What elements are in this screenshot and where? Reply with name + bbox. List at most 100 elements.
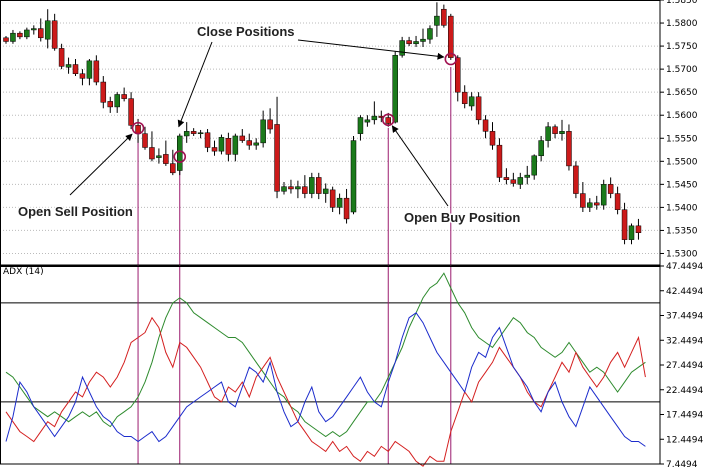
bull-candle	[218, 137, 225, 152]
position-marker-circle	[173, 150, 187, 163]
bull-candle	[427, 28, 433, 40]
bull-candle	[538, 140, 544, 157]
bear-candle	[635, 225, 642, 233]
bull-candle	[114, 94, 120, 108]
adx-tick-label: 27.4494	[666, 361, 703, 371]
bear-candle	[51, 20, 58, 49]
bear-candle	[448, 15, 454, 58]
adx-tick-label: 47.4494	[666, 262, 703, 272]
adx-tick-label: 42.4494	[666, 287, 703, 297]
bear-candle	[246, 140, 252, 146]
bull-candle	[253, 142, 259, 146]
price-panel-frame	[0, 0, 661, 266]
bear-candle	[566, 131, 572, 167]
y-axis-labels: 1.5300 1.5350 1.5400 1.5450 1.5500 1.5550 1.56…	[660, 0, 703, 467]
bear-candle	[489, 131, 496, 146]
bear-candle	[503, 177, 510, 180]
adx-series-line-1	[5, 316, 646, 467]
bear-candle	[17, 32, 23, 38]
price-tick-label: 1.5350	[666, 226, 698, 236]
bear-candle	[461, 91, 468, 104]
price-tick-label: 1.5700	[666, 65, 698, 75]
price-tick-label: 1.5500	[666, 157, 698, 167]
bull-candle	[364, 119, 371, 123]
bear-candle	[149, 147, 155, 160]
bull-candle	[399, 40, 405, 56]
bull-candle	[183, 131, 190, 137]
bear-candle	[607, 184, 614, 194]
bull-candle	[10, 32, 16, 42]
bull-candle	[531, 155, 537, 176]
bear-candle	[135, 125, 141, 134]
price-tick-label: 1.5750	[666, 42, 698, 52]
annotation-open-buy: Open Buy Position	[404, 210, 520, 225]
bear-candle	[580, 193, 586, 208]
price-tick-label: 1.5550	[666, 134, 698, 144]
position-marker-circle	[381, 113, 395, 127]
annotation-arrow	[297, 39, 445, 60]
bear-candle	[93, 60, 100, 83]
bull-candle	[545, 126, 551, 141]
bull-candle	[517, 177, 524, 185]
adx-lines-layer	[5, 272, 646, 467]
bull-candle	[413, 41, 419, 45]
bull-candle	[295, 186, 301, 190]
bull-candle	[260, 119, 266, 144]
bear-candle	[573, 165, 579, 194]
bear-candle	[79, 73, 86, 79]
bear-candle	[100, 81, 107, 103]
price-tick-label: 1.5600	[666, 111, 698, 121]
bull-candle	[600, 184, 607, 206]
bear-candle	[406, 40, 412, 45]
annotation-buy-halo: Open Buy Position	[404, 210, 520, 225]
bull-candle	[177, 135, 183, 171]
bull-candle	[468, 96, 475, 107]
bull-candle	[322, 188, 329, 194]
annotation-arrows	[69, 39, 449, 207]
bear-candle	[72, 64, 79, 74]
annotation-sell-halo: Open Sell Position	[18, 204, 133, 219]
price-tick-label: 1.5650	[666, 88, 698, 98]
annotation-arrow	[69, 133, 133, 196]
position-marker-circle	[444, 52, 458, 66]
bull-candle	[197, 132, 204, 134]
bear-candle	[385, 117, 391, 124]
adx-series-line-0	[5, 272, 646, 438]
bear-candle	[614, 193, 621, 210]
bull-candle	[420, 38, 426, 42]
adx-tick-label: 17.4494	[666, 411, 703, 421]
bear-candle	[302, 186, 308, 194]
adx-tick-label: 32.4494	[666, 336, 703, 346]
candles-layer	[3, 2, 642, 245]
annotation-open-sell: Open Sell Position	[18, 204, 133, 219]
adx-panel-title: ADX (14)	[3, 267, 44, 277]
bear-candle	[441, 8, 447, 26]
bear-candle	[142, 133, 148, 148]
bear-candle	[594, 202, 600, 206]
bear-candle	[121, 94, 127, 99]
bull-candle	[31, 28, 37, 31]
bull-candle	[350, 140, 357, 213]
bear-candle	[225, 138, 232, 155]
bear-candle	[211, 147, 218, 152]
bear-candle	[170, 163, 176, 174]
bear-candle	[496, 144, 503, 178]
annotation-arrow	[391, 125, 449, 207]
bear-candle	[343, 197, 350, 220]
bull-candle	[587, 202, 593, 208]
adx-tick-label: 7.4494	[666, 460, 698, 467]
bear-candle	[288, 186, 294, 190]
bull-candle	[336, 197, 343, 208]
bull-candle	[65, 64, 72, 68]
adx-tick-label: 22.4494	[666, 386, 703, 396]
price-tick-label: 1.5450	[666, 180, 698, 190]
bear-candle	[107, 101, 113, 108]
bear-candle	[190, 131, 197, 134]
bear-candle	[58, 48, 65, 67]
bull-candle	[392, 55, 398, 123]
bull-candle	[357, 117, 364, 134]
bear-candle	[329, 189, 336, 208]
adx-series-line-2	[5, 312, 646, 447]
